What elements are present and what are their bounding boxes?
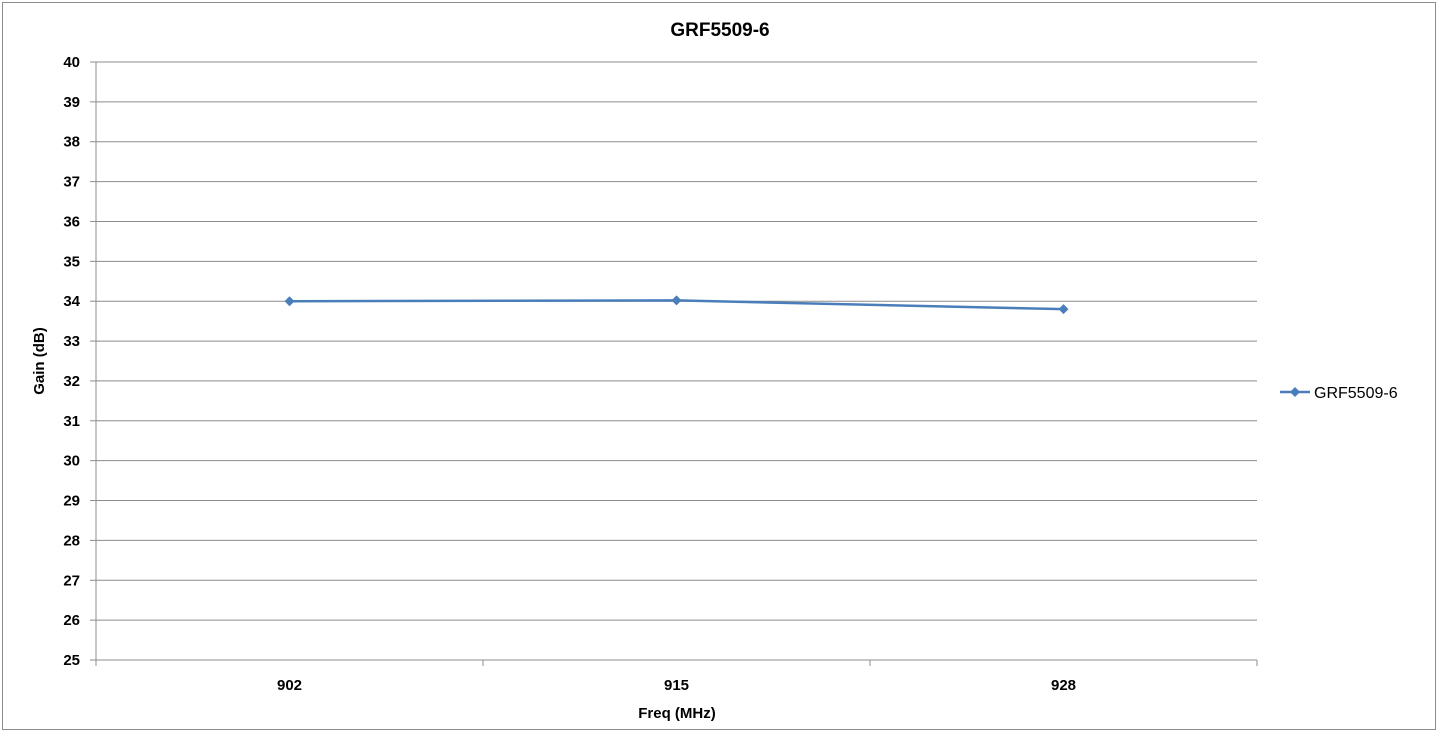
x-tick-label: 928 [1051, 677, 1076, 694]
y-tick-label: 40 [63, 54, 80, 71]
y-tick-label: 32 [63, 373, 80, 390]
y-tick-label: 39 [63, 94, 80, 111]
x-axis-label: Freq (MHz) [638, 705, 716, 722]
legend-label: GRF5509-6 [1314, 385, 1398, 402]
data-point [284, 296, 295, 307]
series [284, 295, 1069, 315]
chart-title: GRF5509-6 [670, 20, 769, 41]
y-tick-label: 26 [63, 612, 80, 629]
x-tick-label: 902 [277, 677, 302, 694]
y-tick-label: 35 [63, 253, 80, 270]
y-tick-label: 38 [63, 134, 80, 151]
gridlines [96, 61, 1257, 661]
y-tick-label: 29 [63, 493, 80, 510]
axes [90, 61, 1258, 666]
y-tick-label: 27 [63, 572, 80, 589]
y-tick-label: 31 [63, 413, 80, 430]
x-tick-labels: 902 915 928 [277, 677, 1076, 694]
y-axis-label: Gain (dB) [31, 327, 48, 395]
legend: GRF5509-6 [1280, 385, 1398, 402]
y-tick-label: 37 [63, 174, 80, 191]
data-point [1058, 304, 1069, 315]
y-tick-label: 30 [63, 453, 80, 470]
data-point [671, 295, 682, 306]
y-tick-labels: 25 26 27 28 29 30 31 32 33 34 35 36 37 38 39 40 [63, 54, 80, 669]
x-tick-label: 915 [664, 677, 689, 694]
y-tick-label: 36 [63, 213, 80, 230]
y-tick-label: 28 [63, 532, 80, 549]
y-tick-label: 25 [63, 652, 80, 669]
y-tick-label: 33 [63, 333, 80, 350]
legend-marker [1290, 387, 1300, 397]
y-tick-label: 34 [63, 293, 80, 310]
